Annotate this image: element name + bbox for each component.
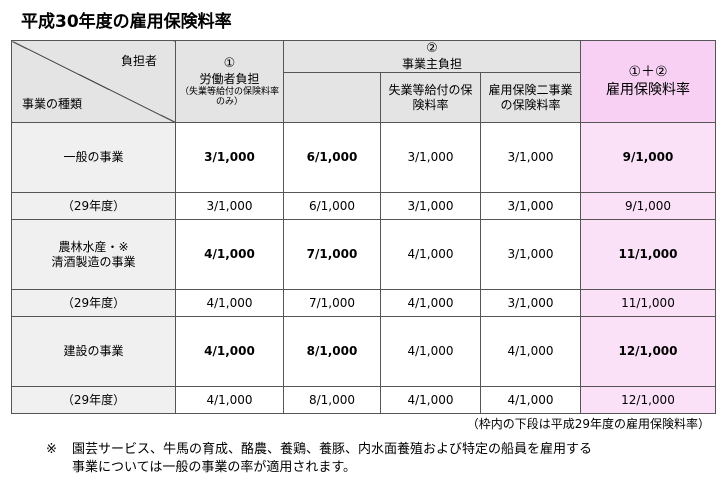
cell-total: 9/1,000 (580, 122, 716, 194)
row-name: 建設の事業 (11, 316, 176, 388)
cell-twoproj: 4/1,000 (480, 316, 581, 388)
cell-twoproj: 3/1,000 (480, 219, 581, 291)
cell-employer: 6/1,000 (283, 122, 381, 194)
cell-unemp: 4/1,000 (380, 316, 481, 388)
worker-sub: （失業等給付の保険料率のみ） (179, 86, 279, 108)
cell-worker: 3/1,000 (175, 122, 284, 194)
row-name: 一般の事業 (11, 122, 176, 194)
table-row-prev: （29年度） 4/1,000 7/1,000 4/1,000 3/1,000 1… (11, 289, 716, 318)
table-note: （枠内の下段は平成29年度の雇用保険料率） (466, 417, 710, 431)
cell-worker: 4/1,000 (175, 219, 284, 291)
cell-total: 12/1,000 (580, 316, 716, 388)
cell-total-prev: 11/1,000 (580, 289, 716, 318)
page-title: 平成30年度の雇用保険料率 (21, 12, 232, 32)
employer-label: 事業主負担 (401, 57, 462, 72)
cell-total-prev: 9/1,000 (580, 192, 716, 221)
cell-employer: 7/1,000 (283, 219, 381, 291)
header-employer: ② 事業主負担 (283, 39, 581, 74)
cell-employer-prev: 7/1,000 (283, 289, 381, 318)
row-name-line1: 農林水産・※ (58, 239, 129, 254)
cell-twoproj-prev: 3/1,000 (480, 289, 581, 318)
cell-twoproj-prev: 4/1,000 (480, 386, 581, 415)
cell-unemp: 4/1,000 (380, 219, 481, 291)
cell-unemp-prev: 4/1,000 (380, 386, 481, 415)
cell-worker-prev: 3/1,000 (175, 192, 284, 221)
cell-worker: 4/1,000 (175, 316, 284, 388)
worker-label: 労働者負担 (199, 71, 260, 86)
cell-total: 11/1,000 (580, 219, 716, 291)
table-row: 農林水産・※ 清酒製造の事業 4/1,000 7/1,000 4/1,000 3… (11, 219, 716, 291)
cell-employer-prev: 6/1,000 (283, 192, 381, 221)
header-twoproj: 雇用保険二事業の保険料率 (480, 72, 581, 124)
header-total: ①＋② 雇用保険料率 (580, 39, 716, 124)
header-unemp: 失業等給付の保険料率 (380, 72, 481, 124)
cell-worker-prev: 4/1,000 (175, 386, 284, 415)
header-corner-cell: 負担者 事業の種類 (11, 39, 176, 124)
burden-label: 負担者 (120, 54, 157, 68)
table-row-prev: （29年度） 4/1,000 8/1,000 4/1,000 4/1,000 1… (11, 386, 716, 415)
cell-unemp-prev: 3/1,000 (380, 192, 481, 221)
cell-unemp-prev: 4/1,000 (380, 289, 481, 318)
cell-twoproj-prev: 3/1,000 (480, 192, 581, 221)
cell-employer: 8/1,000 (283, 316, 381, 388)
row-prev-label: （29年度） (11, 289, 176, 318)
row-prev-label: （29年度） (11, 192, 176, 221)
row-name-line2: 清酒製造の事業 (51, 254, 136, 269)
total-label: 雇用保険料率 (606, 81, 690, 98)
cell-total-prev: 12/1,000 (580, 386, 716, 415)
cell-unemp: 3/1,000 (380, 122, 481, 194)
employer-num: ② (426, 41, 438, 56)
header-worker: ① 労働者負担 （失業等給付の保険料率のみ） (175, 39, 284, 124)
cell-employer-prev: 8/1,000 (283, 386, 381, 415)
cell-worker-prev: 4/1,000 (175, 289, 284, 318)
cell-twoproj: 3/1,000 (480, 122, 581, 194)
footnote-line1: 園芸サービス、牛馬の育成、酪農、養鶏、養豚、内水面養殖および特定の船員を雇用する (72, 442, 593, 457)
kind-label: 事業の種類 (22, 97, 83, 112)
footnote: ※ 園芸サービス、牛馬の育成、酪農、養鶏、養豚、内水面養殖および特定の船員を雇用… (46, 441, 593, 476)
footnote-line2: 事業については一般の事業の率が適用されます。 (72, 459, 357, 475)
table-row: 一般の事業 3/1,000 6/1,000 3/1,000 3/1,000 9/… (11, 122, 716, 194)
row-name: 農林水産・※ 清酒製造の事業 (11, 219, 176, 291)
table-row-prev: （29年度） 3/1,000 6/1,000 3/1,000 3/1,000 9… (11, 192, 716, 221)
footnote-mark: ※ (46, 442, 57, 457)
header-placeholder (283, 72, 381, 124)
worker-num: ① (223, 55, 236, 71)
rate-table: 負担者 事業の種類 ① 労働者負担 （失業等給付の保険料率のみ） ② 事業主負担… (11, 39, 716, 415)
total-num: ①＋② (628, 64, 668, 81)
row-prev-label: （29年度） (11, 386, 176, 415)
table-row: 建設の事業 4/1,000 8/1,000 4/1,000 4/1,000 12… (11, 316, 716, 388)
